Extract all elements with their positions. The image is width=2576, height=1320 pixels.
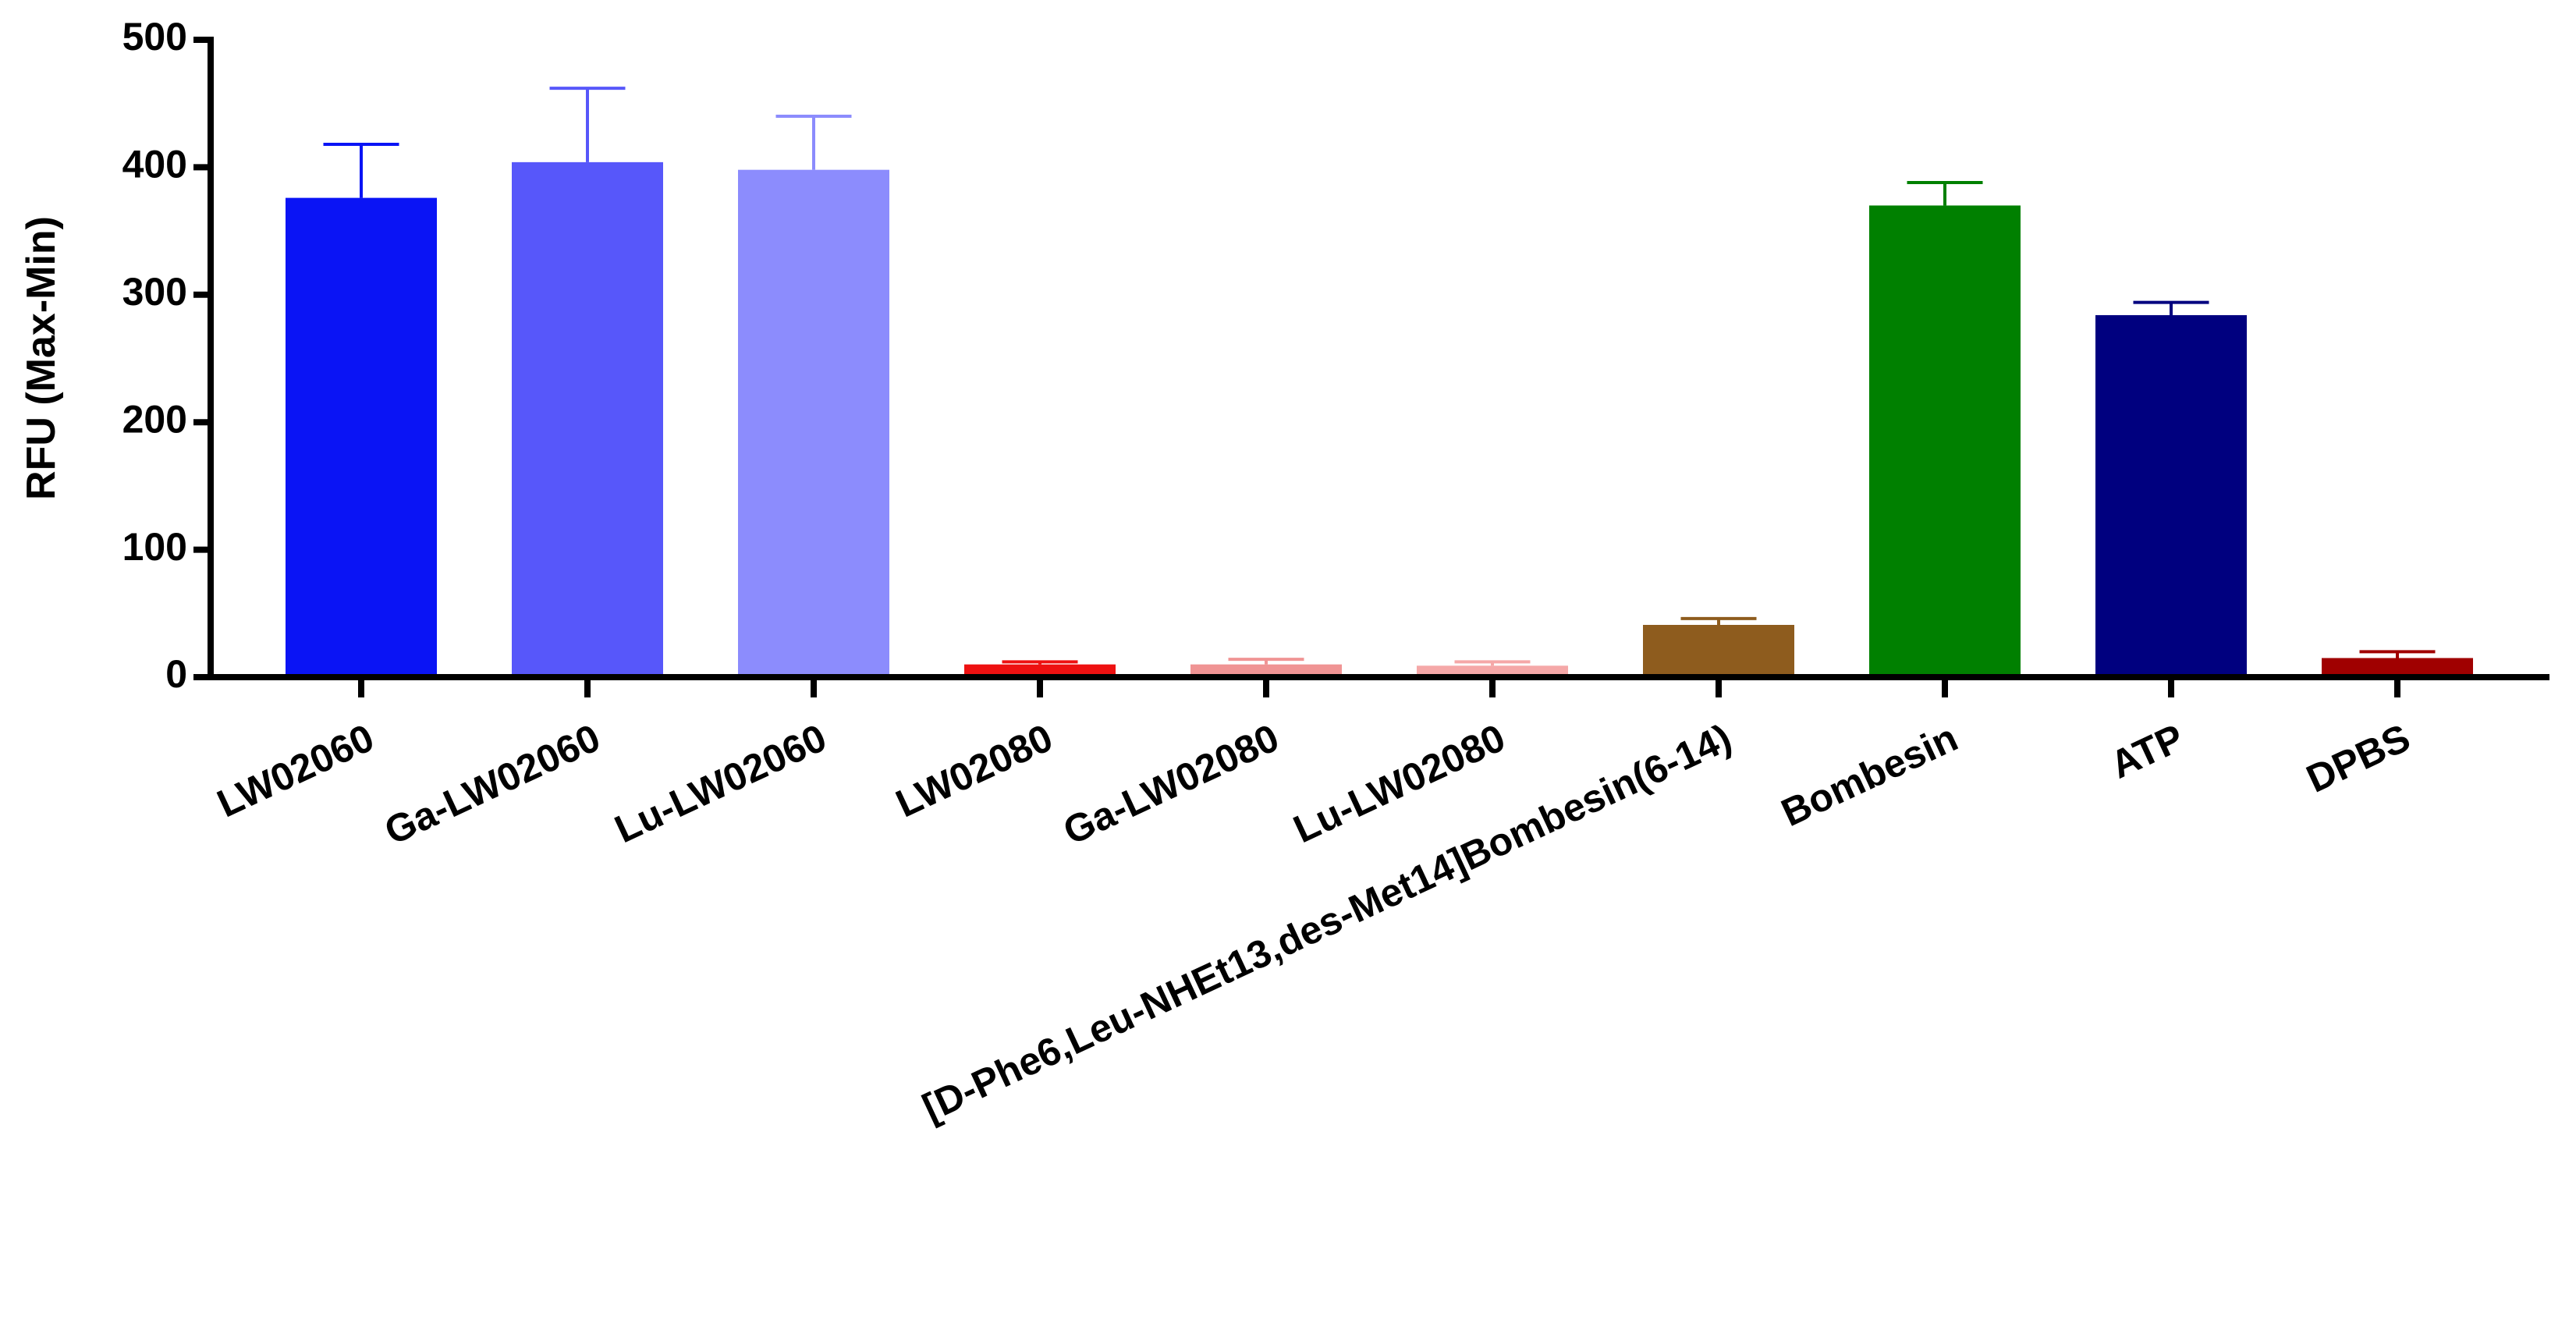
- x-tick-label: LW02060: [211, 715, 381, 825]
- x-tick-label: Lu-LW02060: [609, 715, 833, 851]
- y-tick-label: 400: [122, 143, 187, 186]
- bar: [2095, 314, 2247, 677]
- y-axis-label: RFU (Max-Min): [19, 216, 64, 500]
- y-tick-label: 500: [122, 15, 187, 59]
- y-tick-label: 0: [165, 652, 187, 696]
- x-tick-label: ATP: [2104, 715, 2191, 786]
- bar: [1190, 664, 1342, 677]
- x-tick-label: [D-Phe6,Leu-NHEt13,des-Met14]Bombesin(6-…: [916, 715, 1738, 1130]
- bar: [2322, 658, 2473, 677]
- x-tick-label: Ga-LW02060: [378, 715, 606, 853]
- bar: [286, 197, 437, 678]
- y-tick-label: 100: [122, 525, 187, 569]
- x-tick-label: DPBS: [2300, 715, 2417, 800]
- x-tick-label: Bombesin: [1775, 715, 1964, 835]
- bar: [512, 161, 663, 677]
- y-tick-label: 200: [122, 397, 187, 441]
- x-tick-label: LW02080: [889, 715, 1059, 825]
- bar: [964, 664, 1116, 677]
- x-tick-label: Ga-LW02080: [1056, 715, 1285, 853]
- bar: [1869, 205, 2021, 677]
- bar: [1643, 625, 1794, 677]
- y-tick-label: 300: [122, 270, 187, 314]
- bar: [738, 169, 889, 678]
